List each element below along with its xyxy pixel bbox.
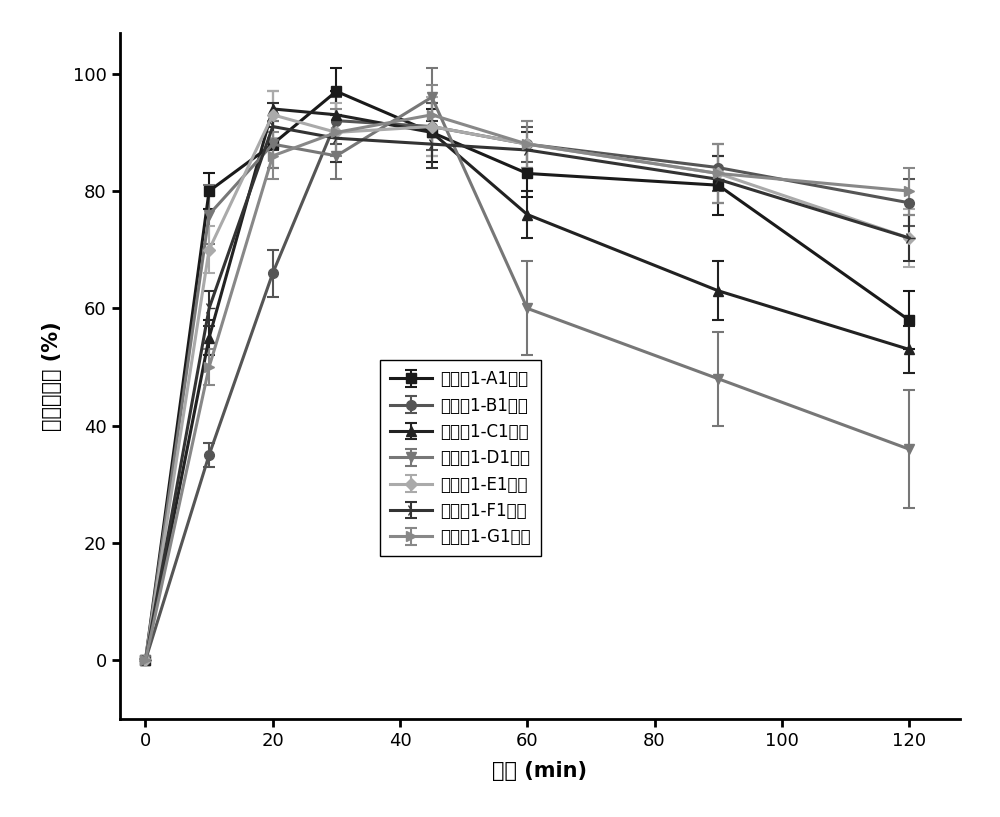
Legend: 实施例1-A1处方, 实施例1-B1处方, 实施例1-C1处方, 实施例1-D1处方, 实施例1-E1处方, 实施例1-F1处方, 实施例1-G1处方: 实施例1-A1处方, 实施例1-B1处方, 实施例1-C1处方, 实施例1-D1… [380, 360, 541, 556]
X-axis label: 时间 (min): 时间 (min) [492, 761, 588, 781]
Y-axis label: 累积溶出度 (%): 累积溶出度 (%) [42, 321, 62, 431]
